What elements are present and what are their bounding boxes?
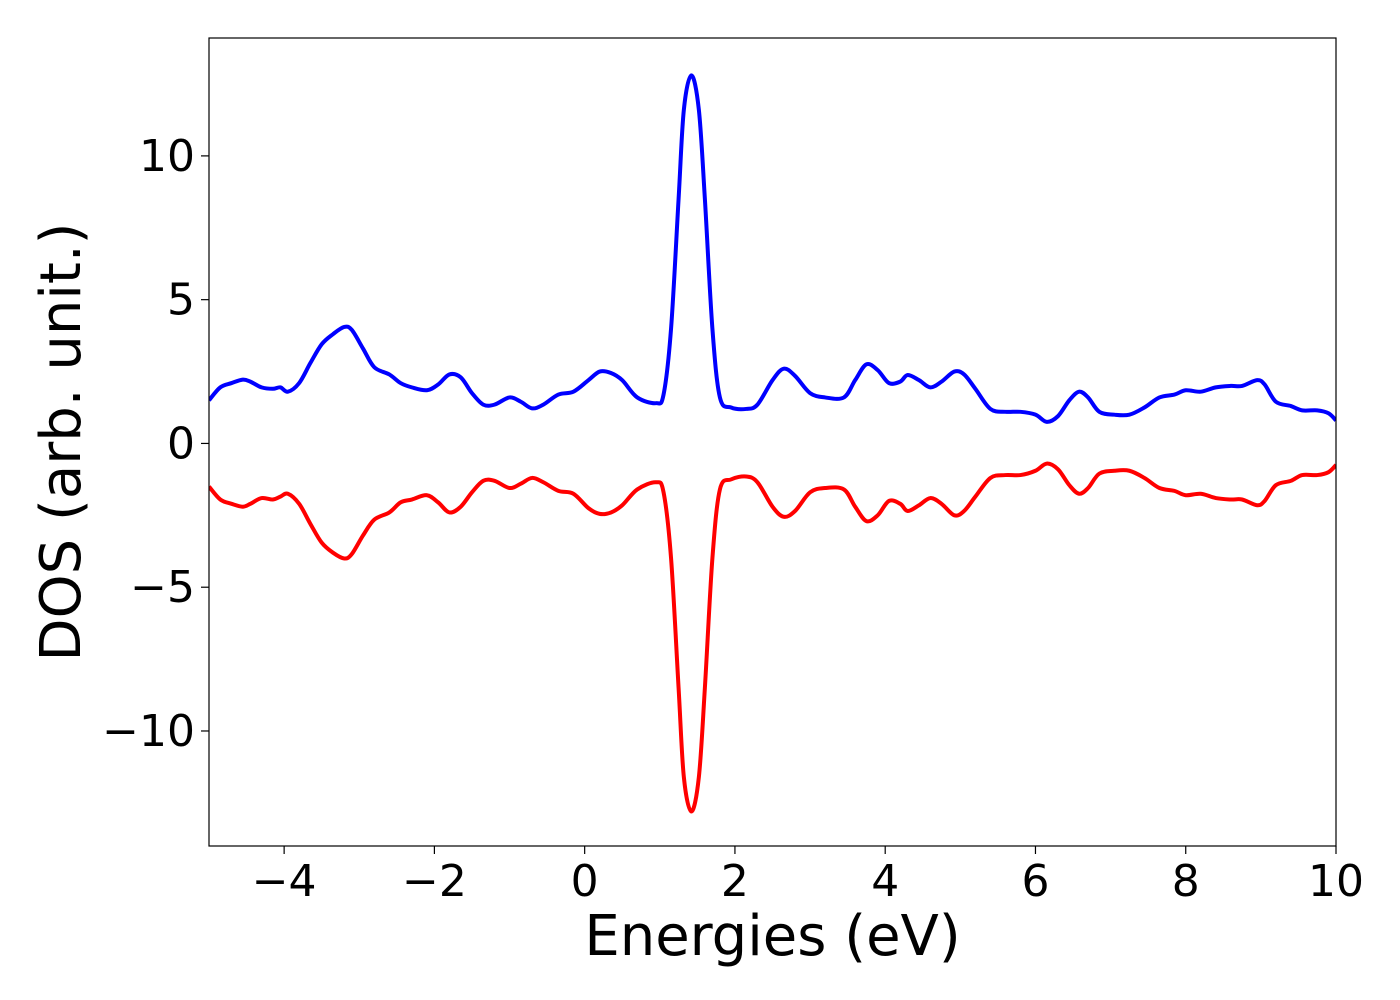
x-tick-label: 6 [1021, 856, 1049, 907]
series-line-upper [209, 73, 1336, 424]
series-line-lower [209, 461, 1336, 814]
x-tick-label: 4 [871, 856, 899, 907]
x-tick-label: −4 [252, 856, 317, 907]
y-tick-label: 10 [139, 131, 195, 182]
plot-frame [208, 37, 1337, 847]
x-tick-label: 2 [721, 856, 749, 907]
y-tick-label: 0 [167, 418, 195, 469]
y-tick-label: −5 [130, 562, 195, 613]
x-tick-label: 8 [1172, 856, 1200, 907]
y-tick-label: −10 [102, 706, 195, 757]
y-axis-title: DOS (arb. unit.) [29, 222, 94, 661]
x-axis-title: Energies (eV) [584, 904, 960, 969]
x-tick-label: 10 [1308, 856, 1364, 907]
series-layer [209, 73, 1336, 814]
y-tick-label: 5 [167, 275, 195, 326]
x-tick-label: −2 [402, 856, 467, 907]
ticks-layer: −4 −2 0 2 4 6 8 10 −10 −5 0 5 10 [102, 131, 1364, 907]
x-tick-label: 0 [571, 856, 599, 907]
